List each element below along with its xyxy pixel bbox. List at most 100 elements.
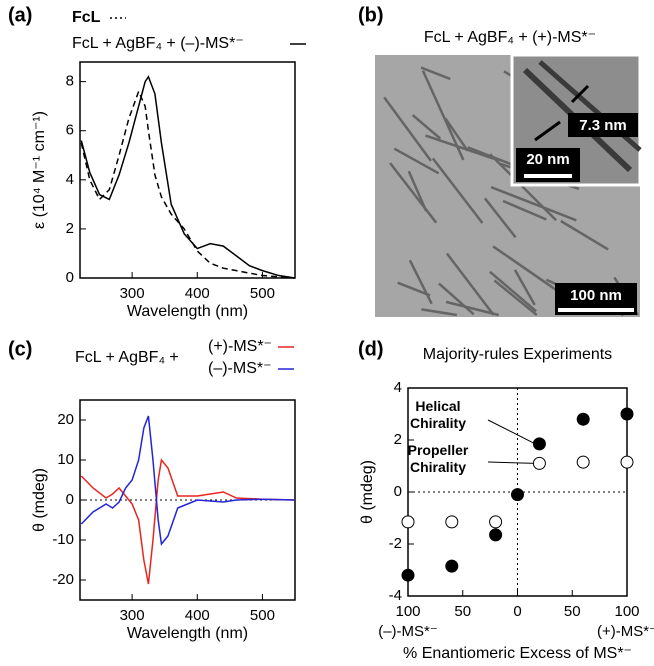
- legend-label: FcL: [72, 9, 101, 26]
- fiber: [513, 269, 536, 306]
- fiber: [560, 219, 609, 251]
- fiber: [445, 252, 495, 316]
- x-tick-label: 400: [185, 607, 210, 624]
- annotation-box: Propeller Chirality: [407, 442, 469, 475]
- point: [532, 456, 546, 470]
- y-tick-label: 8: [66, 73, 74, 90]
- fiber: [489, 270, 537, 313]
- x-tick-label: 500: [250, 285, 275, 302]
- fiber: [493, 279, 538, 316]
- y-axis-label: ε (10⁴ M⁻¹ cm⁻¹): [31, 111, 48, 229]
- fiber: [389, 162, 438, 224]
- point: [532, 437, 546, 451]
- panel-label: (d): [358, 338, 384, 360]
- point: [489, 515, 503, 529]
- point: [620, 407, 634, 421]
- label-bg: [568, 113, 638, 137]
- y-tick-label: 2: [394, 431, 402, 448]
- fiber: [438, 282, 475, 316]
- point: [445, 515, 459, 529]
- y-tick-label: 2: [66, 220, 74, 237]
- fiber: [421, 308, 458, 317]
- plot-frame: [79, 399, 296, 601]
- series-line: [80, 415, 296, 546]
- point: [620, 455, 634, 469]
- x-axis-label: Wavelength (nm): [127, 303, 248, 320]
- series-line: [80, 89, 296, 279]
- x-end-label: (–)-MS*⁻: [378, 623, 438, 640]
- point: [401, 568, 415, 582]
- fiber: [489, 153, 557, 222]
- legend-label: FcL + AgBF₄ + (–)-MS*⁻: [72, 35, 244, 52]
- chart-title: Majority-rules Experiments: [423, 346, 612, 363]
- fiber: [420, 66, 451, 81]
- fiber: [383, 96, 432, 162]
- fiber: [490, 185, 577, 222]
- inset-measure: 7.3 nm: [579, 117, 627, 134]
- point: [445, 559, 459, 573]
- y-tick-label: -4: [389, 587, 402, 604]
- y-tick-label: 0: [66, 269, 74, 286]
- point: [511, 488, 524, 502]
- y-axis-label: θ (mdeg): [359, 460, 376, 524]
- y-tick-label: 0: [66, 491, 74, 508]
- x-tick-label: 50: [564, 603, 581, 620]
- annotation: Propeller Chirality: [407, 442, 469, 475]
- fiber: [483, 197, 517, 239]
- y-tick-label: 6: [66, 122, 74, 139]
- x-tick-label: 100: [395, 603, 420, 620]
- legend-label: (+)-MS*⁻: [208, 338, 272, 355]
- panel-label: (a): [8, 4, 32, 26]
- fiber: [502, 199, 547, 221]
- legend-label: (–)-MS*⁻: [208, 360, 272, 377]
- scale-label: 100 nm: [570, 287, 622, 304]
- fiber: [445, 300, 499, 317]
- x-end-label: (+)-MS*⁻: [597, 623, 654, 640]
- x-tick-label: 0: [513, 603, 521, 620]
- y-tick-label: 4: [66, 171, 74, 188]
- x-tick-label: 300: [120, 607, 145, 624]
- series-line: [80, 75, 296, 279]
- y-tick-label: -10: [52, 531, 74, 548]
- y-tick-label: 10: [57, 451, 74, 468]
- fiber: [408, 259, 433, 305]
- series-line: [80, 458, 296, 585]
- y-axis-label: θ (mdeg): [31, 468, 48, 532]
- y-tick-label: -2: [389, 535, 402, 552]
- annotation-leader: [487, 419, 536, 445]
- x-axis-label: % Enantiomeric Excess of MS*⁻: [403, 645, 632, 661]
- annotation-box: Helical Chirality: [409, 398, 466, 431]
- x-axis-label: Wavelength (nm): [127, 625, 248, 642]
- x-tick-label: 400: [185, 285, 210, 302]
- x-tick-label: 100: [614, 603, 639, 620]
- arrow: [570, 84, 590, 104]
- fiber: [397, 281, 431, 297]
- y-tick-label: -20: [52, 571, 74, 588]
- x-tick-label: 500: [250, 607, 275, 624]
- y-tick-label: 0: [394, 483, 402, 500]
- y-tick-label: 4: [394, 379, 402, 396]
- fiber: [444, 117, 469, 152]
- plot-frame: [79, 61, 296, 279]
- fiber: [431, 157, 484, 224]
- legend-title: FcL + AgBF₄ +: [75, 349, 179, 366]
- x-tick-label: 300: [120, 285, 145, 302]
- inset-scale: 20 nm: [526, 151, 569, 168]
- fiber: [393, 147, 440, 175]
- point: [576, 412, 590, 426]
- fiber: [425, 134, 495, 160]
- panel-label: (b): [358, 4, 384, 26]
- fiber: [411, 114, 442, 140]
- arrow: [534, 120, 561, 142]
- x-tick-label: 50: [454, 603, 471, 620]
- panel-label: (c): [8, 338, 32, 360]
- point: [401, 515, 415, 529]
- annotation-leader: [487, 461, 536, 464]
- point: [489, 528, 503, 542]
- point: [576, 455, 590, 469]
- annotation: Helical Chirality: [409, 398, 466, 431]
- y-tick-label: 20: [57, 411, 74, 428]
- micrograph-title: FcL + AgBF₄ + (+)-MS*⁻: [424, 29, 596, 46]
